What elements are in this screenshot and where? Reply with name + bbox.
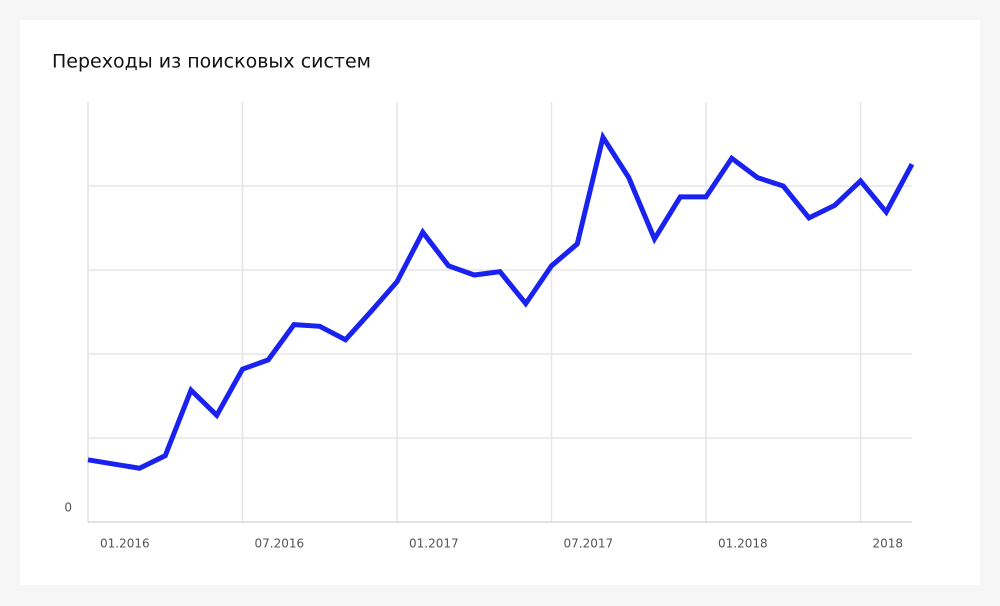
- x-tick-label: 07.2017: [564, 537, 614, 551]
- x-tick-label: 01.2018: [718, 537, 768, 551]
- x-tick-label: 2018: [873, 537, 904, 551]
- card: [20, 20, 980, 585]
- chart-title: Переходы из поисковых систем: [52, 51, 371, 73]
- y-tick-label: 0: [64, 501, 72, 515]
- x-tick-label: 07.2016: [255, 537, 305, 551]
- x-tick-label: 01.2016: [100, 537, 150, 551]
- line: [87, 130, 915, 471]
- x-tick-label: 01.2017: [409, 537, 459, 551]
